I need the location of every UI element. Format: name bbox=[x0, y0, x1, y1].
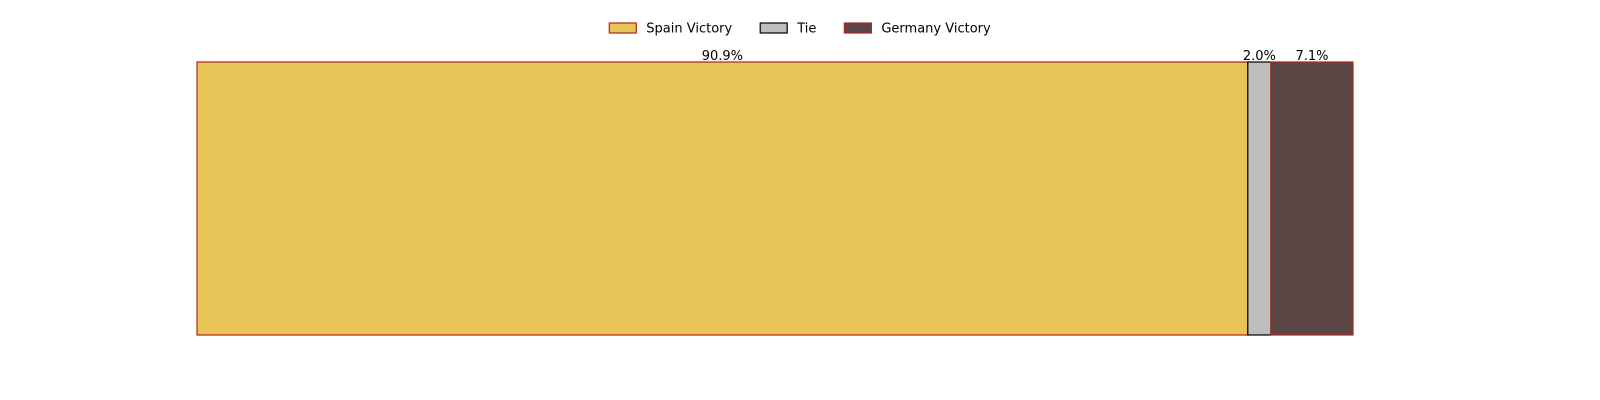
data-label-group: 90.9% 2.0% 7.1% bbox=[702, 49, 1329, 64]
data-label-tie: 2.0% bbox=[1243, 49, 1276, 64]
legend-label-spain-victory: Spain Victory bbox=[646, 22, 732, 37]
legend-swatch-germany-victory bbox=[843, 22, 872, 34]
legend-swatch-tie bbox=[759, 22, 788, 34]
data-label-germany-victory: 7.1% bbox=[1295, 49, 1328, 64]
bar-group bbox=[196, 61, 1354, 336]
legend-item-germany-victory: Germany Victory bbox=[843, 22, 991, 37]
legend-item-spain-victory: Spain Victory bbox=[608, 22, 733, 37]
legend-label-germany-victory: Germany Victory bbox=[881, 22, 991, 37]
bar-segment-germany-victory bbox=[1270, 61, 1354, 336]
bar-segment-spain-victory bbox=[196, 61, 1249, 336]
bar-segment-tie bbox=[1247, 61, 1272, 336]
legend: Spain Victory Tie Germany Victory bbox=[608, 22, 991, 37]
legend-item-tie: Tie bbox=[759, 22, 816, 37]
legend-label-tie: Tie bbox=[796, 22, 816, 37]
legend-swatch-spain-victory bbox=[608, 22, 637, 34]
data-label-spain-victory: 90.9% bbox=[702, 49, 743, 64]
